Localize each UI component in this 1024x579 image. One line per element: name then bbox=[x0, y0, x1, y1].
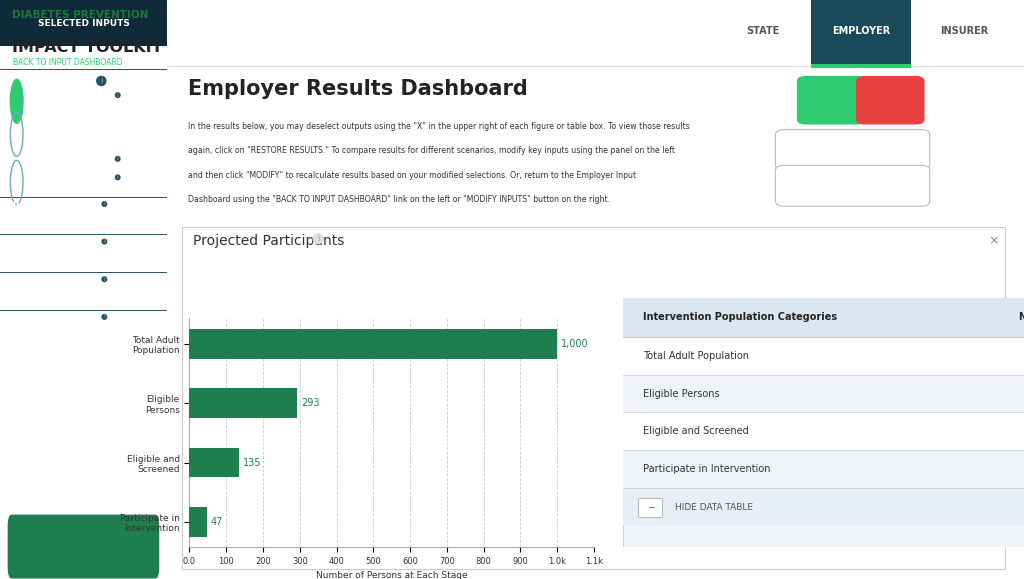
Text: 47: 47 bbox=[210, 517, 223, 527]
Bar bbox=[623, 412, 1024, 450]
Bar bbox=[0, 0, 167, 46]
Text: +: + bbox=[151, 276, 160, 285]
Text: −: − bbox=[646, 503, 654, 512]
Text: i: i bbox=[103, 277, 105, 282]
Text: MODIFY INPUTS: MODIFY INPUTS bbox=[815, 181, 890, 190]
Text: RESTORE RESULTS: RESTORE RESULTS bbox=[809, 145, 896, 155]
Text: 135: 135 bbox=[243, 457, 261, 467]
Text: Intervention Population Categories: Intervention Population Categories bbox=[643, 313, 838, 323]
FancyBboxPatch shape bbox=[775, 130, 930, 170]
Text: i: i bbox=[117, 93, 119, 98]
Text: +: + bbox=[151, 200, 160, 210]
FancyBboxPatch shape bbox=[8, 515, 159, 578]
Text: Eligible Persons: Eligible Persons bbox=[643, 389, 720, 398]
Text: Dashboard using the "BACK TO INPUT DASHBOARD" link on the left or "MODIFY INPUTS: Dashboard using the "BACK TO INPUT DASHB… bbox=[188, 196, 610, 204]
Bar bbox=[182, 226, 1006, 569]
Bar bbox=[811, 64, 911, 68]
Text: Projected Participants: Projected Participants bbox=[193, 234, 344, 248]
Text: Eligible and Screened: Eligible and Screened bbox=[643, 426, 750, 437]
Text: Participation Rate: Participation Rate bbox=[13, 239, 99, 248]
Text: 1,000: 1,000 bbox=[561, 339, 589, 349]
Bar bbox=[811, 0, 911, 68]
Bar bbox=[623, 298, 1024, 337]
Text: EMPLOYER: EMPLOYER bbox=[833, 25, 890, 36]
FancyBboxPatch shape bbox=[856, 76, 925, 124]
Text: Total Adult Population: Total Adult Population bbox=[643, 351, 750, 361]
Bar bbox=[623, 488, 1024, 526]
Text: +: + bbox=[151, 313, 160, 323]
Text: i: i bbox=[103, 201, 105, 207]
Text: MODIFY: MODIFY bbox=[60, 541, 106, 551]
Bar bbox=[623, 337, 1024, 375]
Text: XLS↓: XLS↓ bbox=[820, 96, 843, 104]
Text: +: + bbox=[151, 238, 160, 248]
Bar bbox=[189, 329, 557, 358]
Bar bbox=[189, 448, 239, 477]
Text: Medical Costs: Medical Costs bbox=[13, 314, 79, 324]
Bar bbox=[623, 450, 1024, 488]
Text: IMPACT TOOLKIT: IMPACT TOOLKIT bbox=[11, 39, 163, 54]
Text: Persons with
prediabetes and other
persons at risk for
type 2 diabetes: Persons with prediabetes and other perso… bbox=[35, 126, 113, 155]
Text: ×: × bbox=[988, 234, 998, 247]
Text: INSURER: INSURER bbox=[940, 25, 988, 36]
Text: i: i bbox=[117, 156, 119, 162]
Text: Employer Results Dashboard: Employer Results Dashboard bbox=[188, 79, 528, 98]
Text: Weight Loss (%): Weight Loss (%) bbox=[13, 277, 90, 286]
Text: PDF↓: PDF↓ bbox=[879, 96, 902, 104]
Bar bbox=[638, 497, 662, 516]
Text: i: i bbox=[103, 239, 105, 244]
Text: Program Cost: Program Cost bbox=[13, 201, 78, 211]
Text: and then click "MODIFY" to recalculate results based on your modified selections: and then click "MODIFY" to recalculate r… bbox=[188, 171, 637, 180]
Text: 293: 293 bbox=[301, 398, 319, 408]
FancyBboxPatch shape bbox=[797, 76, 865, 124]
Circle shape bbox=[10, 79, 23, 123]
Text: Number of Persons: Number of Persons bbox=[1019, 313, 1024, 323]
Text: i: i bbox=[100, 76, 102, 86]
Text: Risk Group: Risk Group bbox=[13, 76, 69, 86]
Text: SELECTED INPUTS: SELECTED INPUTS bbox=[38, 19, 129, 28]
Text: Participate in Intervention: Participate in Intervention bbox=[643, 464, 771, 474]
Text: HIDE DATA TABLE: HIDE DATA TABLE bbox=[675, 503, 753, 512]
FancyBboxPatch shape bbox=[775, 166, 930, 206]
Bar bbox=[189, 507, 207, 537]
Bar bbox=[189, 389, 297, 418]
Text: i: i bbox=[316, 234, 319, 243]
Text: In the results below, you may deselect outputs using the "X" in the upper right : In the results below, you may deselect o… bbox=[188, 122, 690, 131]
Bar bbox=[623, 375, 1024, 412]
Text: Persons with
prediabetes: Persons with prediabetes bbox=[35, 93, 81, 107]
X-axis label: Number of Persons at Each Stage: Number of Persons at Each Stage bbox=[315, 571, 468, 579]
Text: again, click on "RESTORE RESULTS." To compare results for different scenarios, m: again, click on "RESTORE RESULTS." To co… bbox=[188, 146, 676, 155]
Text: BACK TO INPUT DASHBOARD: BACK TO INPUT DASHBOARD bbox=[13, 58, 123, 67]
Text: DIABETES PREVENTION: DIABETES PREVENTION bbox=[11, 10, 148, 20]
Text: Persons with high-risk
prediabetes: Persons with high-risk prediabetes bbox=[35, 175, 112, 189]
Text: STATE: STATE bbox=[745, 25, 779, 36]
Text: −: − bbox=[154, 76, 164, 89]
Text: i: i bbox=[103, 314, 105, 320]
Text: i: i bbox=[117, 175, 119, 180]
